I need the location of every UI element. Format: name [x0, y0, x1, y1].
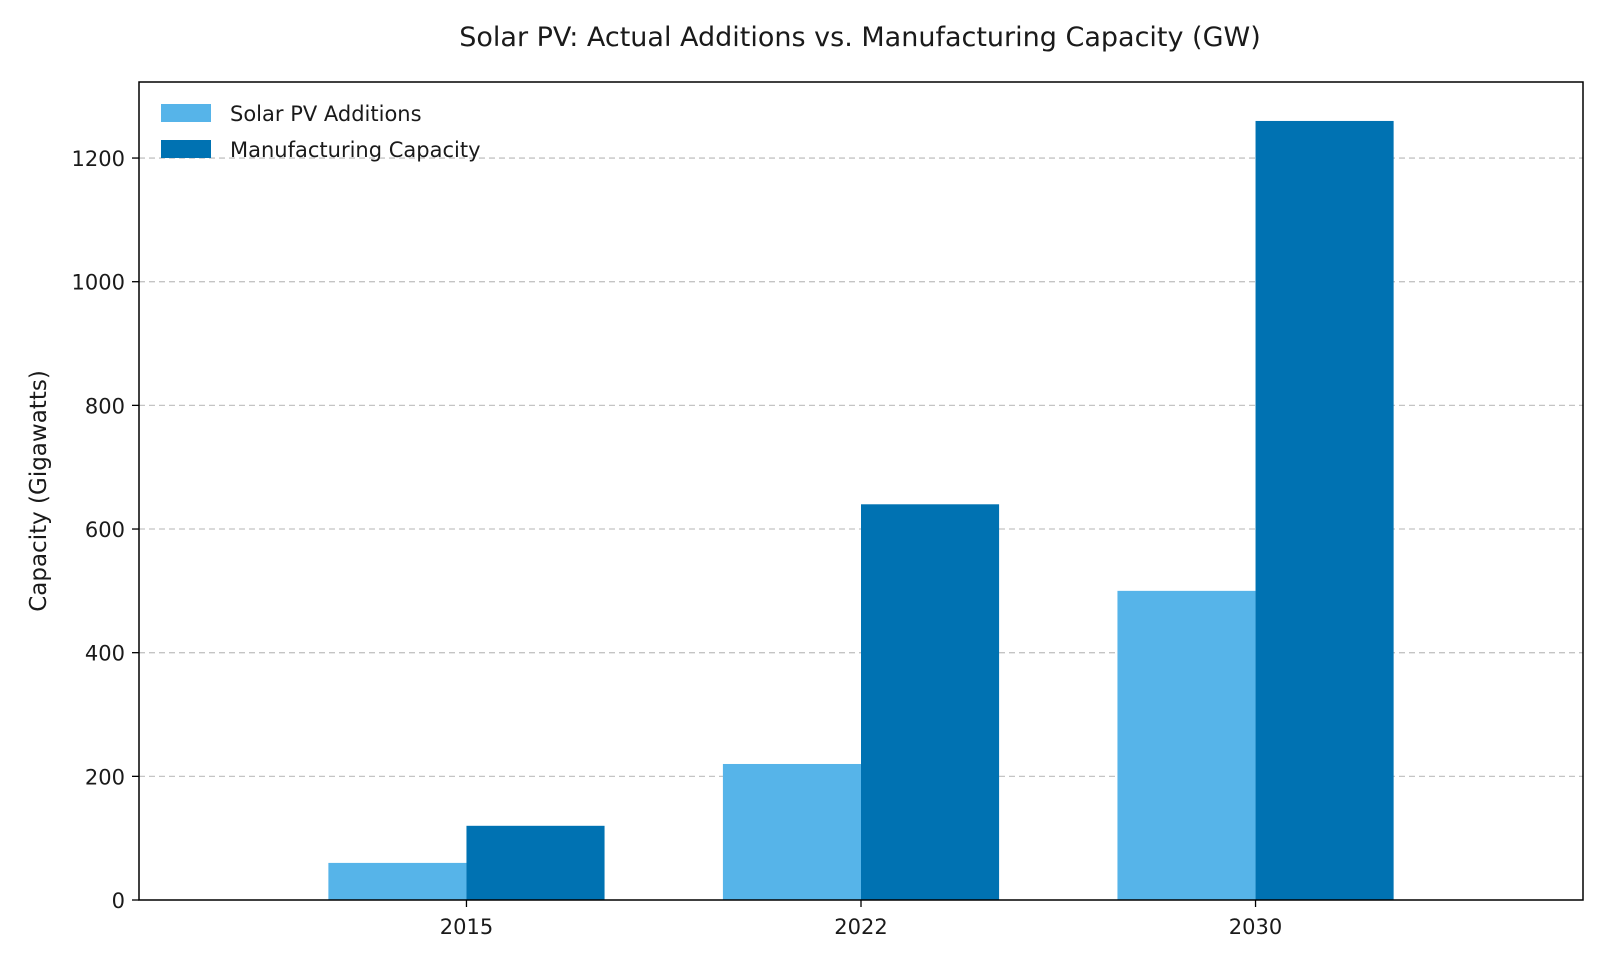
x-tick-label: 2022: [834, 915, 887, 939]
y-tick-label: 200: [85, 765, 125, 789]
legend-label: Manufacturing Capacity: [230, 138, 481, 162]
y-tick-label: 0: [112, 889, 125, 913]
bar-solar-pv-additions-2022: [722, 763, 861, 900]
y-tick-label: 600: [85, 518, 125, 542]
x-tick-label: 2030: [1229, 915, 1282, 939]
chart-title: Solar PV: Actual Additions vs. Manufactu…: [459, 22, 1261, 53]
legend-label: Solar PV Additions: [230, 102, 422, 126]
legend-swatch: [161, 140, 211, 158]
bar-manufacturing-capacity-2022: [861, 504, 1000, 900]
y-tick-label: 1000: [72, 271, 125, 295]
bar-manufacturing-capacity-2015: [466, 825, 605, 900]
y-tick-label: 1200: [72, 147, 125, 171]
y-tick-label: 800: [85, 394, 125, 418]
bar-manufacturing-capacity-2030: [1255, 120, 1394, 900]
y-axis-label: Capacity (Gigawatts): [26, 370, 52, 612]
bar-solar-pv-additions-2030: [1117, 590, 1256, 900]
x-tick-label: 2015: [440, 915, 493, 939]
legend-swatch: [161, 104, 211, 122]
x-axis-ticks: 2015 2022 2030: [440, 900, 1282, 939]
y-tick-label: 400: [85, 642, 125, 666]
bars: [328, 120, 1394, 900]
legend: Solar PV Additions Manufacturing Capacity: [161, 102, 481, 162]
y-axis-ticks: 0 200 400 600 800 1000 1200: [72, 147, 139, 913]
bar-solar-pv-additions-2015: [328, 862, 467, 900]
